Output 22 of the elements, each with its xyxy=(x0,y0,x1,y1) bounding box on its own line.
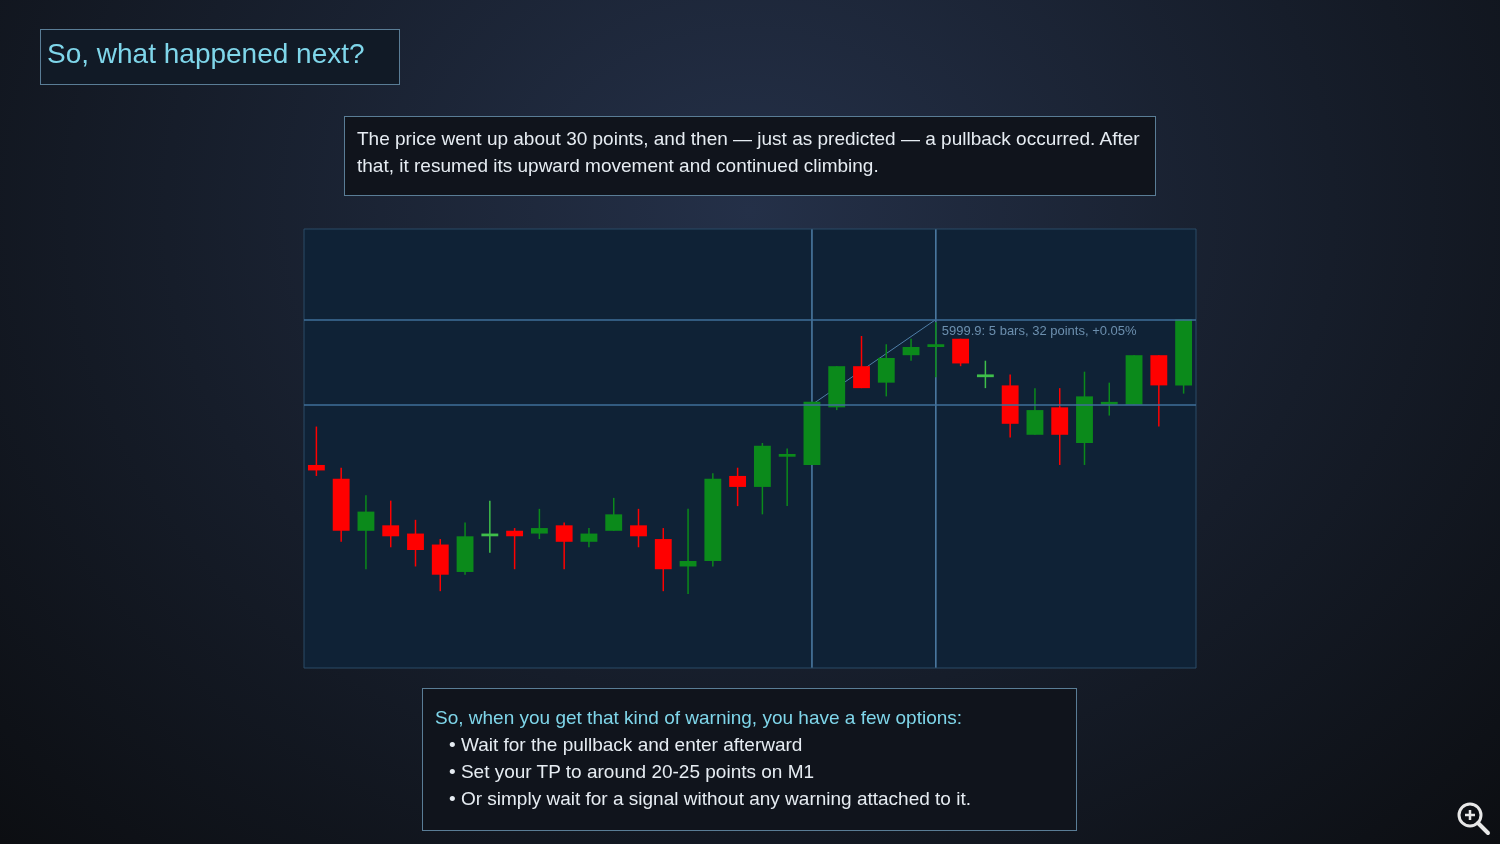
candlestick xyxy=(902,338,920,362)
candlestick xyxy=(580,527,598,549)
chart-title: So, what happened next? xyxy=(40,29,400,85)
candlestick xyxy=(357,494,375,570)
candlestick xyxy=(853,335,870,389)
candlestick xyxy=(506,527,524,570)
candlestick xyxy=(555,521,573,570)
text: • Set your TP to around 20-25 points on M1 xyxy=(449,760,816,784)
text: • Wait for the pullback and enter afterward xyxy=(449,733,804,757)
text: So, when you get that kind of warning, you have a few options: xyxy=(435,706,964,730)
candlestick xyxy=(307,425,325,477)
candlestick xyxy=(605,497,623,532)
text: The price went up about 30 points, and then — just as predicted — a pullback occurred. After that, it resumed its upward movement and continued climbing. xyxy=(344,116,1156,196)
candlestick xyxy=(729,466,747,507)
candlestick xyxy=(778,447,796,507)
text: • Or simply wait for a signal without any warning attached to it. xyxy=(449,787,972,811)
candlestick xyxy=(407,519,424,568)
annotation: 5999.9: 5 bars, 32 points, +0.05% xyxy=(941,322,1137,338)
candlestick xyxy=(382,499,400,549)
candlestick xyxy=(530,508,548,540)
candlestick xyxy=(630,508,647,549)
candlestick xyxy=(976,359,994,389)
